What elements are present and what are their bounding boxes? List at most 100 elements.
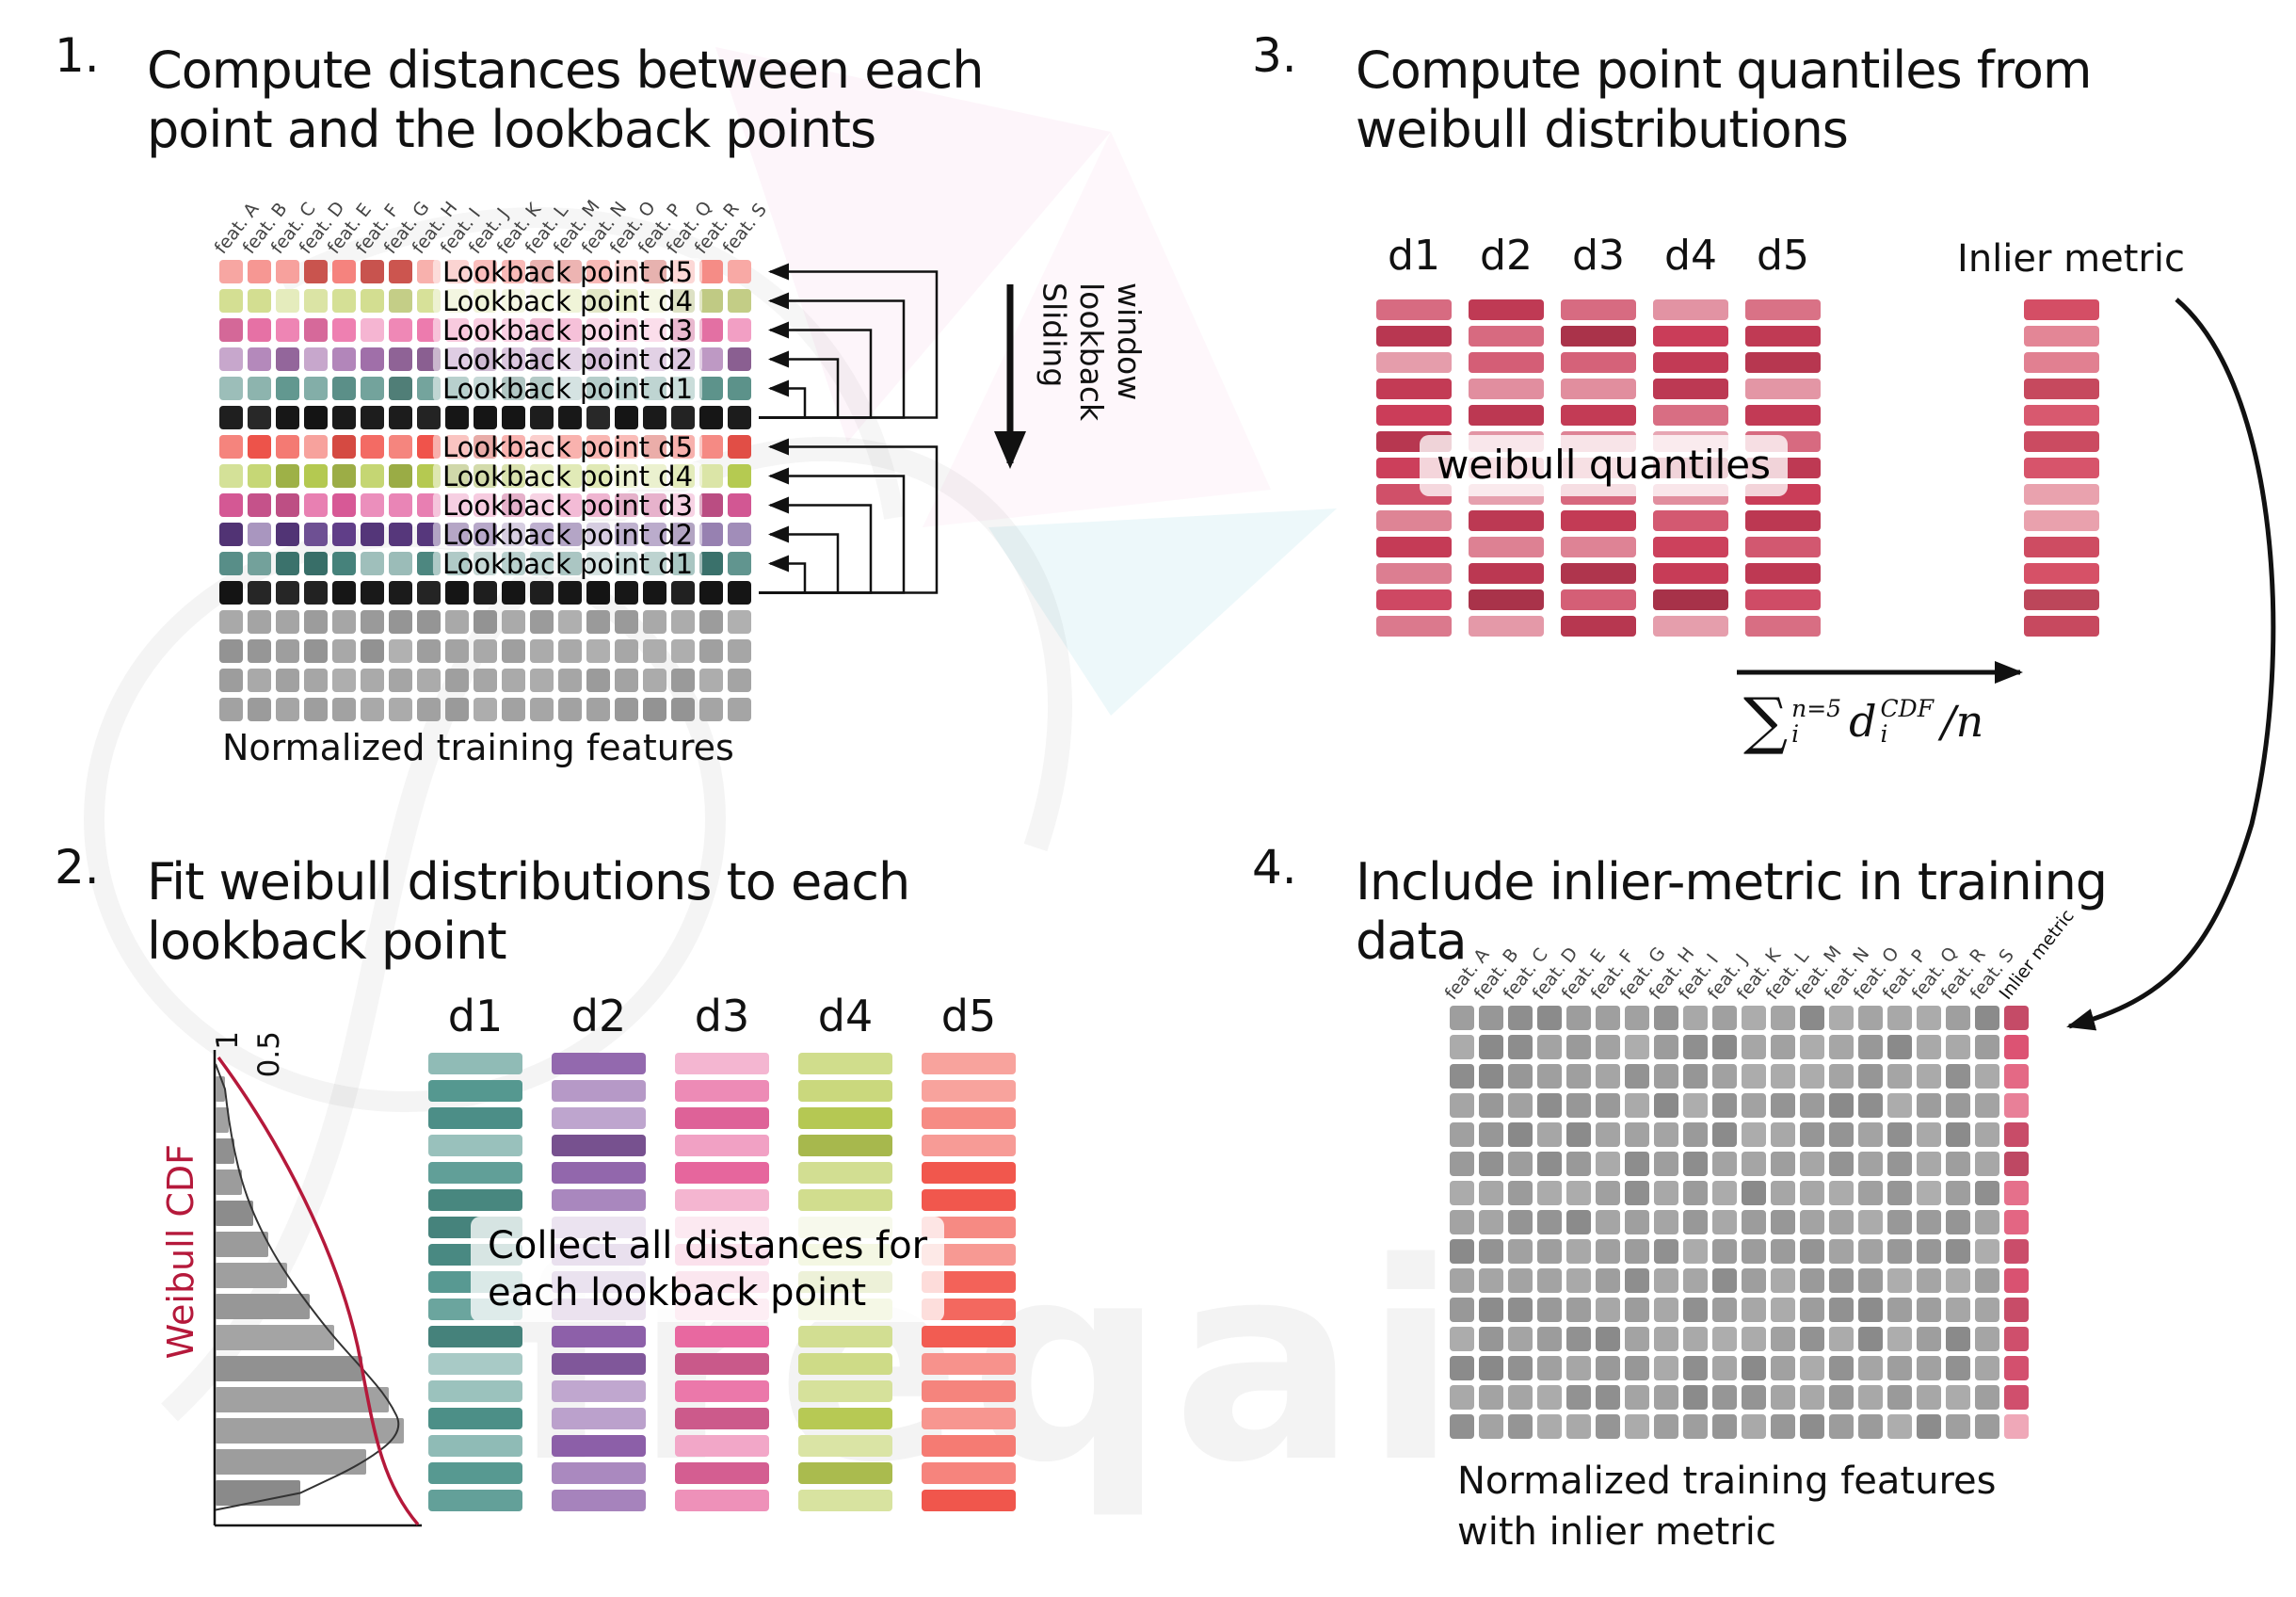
training-feature-cell [1625, 1122, 1649, 1147]
training-feature-cell [1975, 1298, 1999, 1322]
training-feature-cell [1537, 1210, 1562, 1234]
training-feature-cell [1858, 1210, 1883, 1234]
training-feature-cell [1946, 1064, 1970, 1089]
training-feature-cell [1800, 1181, 1824, 1205]
quantile-bar [1469, 379, 1544, 399]
inlier-metric-bar [2024, 299, 2099, 320]
unused-feature-cell [615, 669, 638, 692]
lookback-feature-cell [304, 523, 328, 546]
training-feature-cell [1742, 1327, 1766, 1351]
training-feature-cell [1742, 1298, 1766, 1322]
unused-feature-cell [530, 610, 554, 634]
training-feature-cell [1829, 1035, 1854, 1059]
distance-bar [675, 1353, 769, 1375]
unused-feature-cell [474, 698, 497, 721]
distance-bar [675, 1189, 769, 1211]
training-feature-cell [1712, 1093, 1737, 1118]
distance-bar [675, 1435, 769, 1457]
unused-feature-cell [361, 698, 384, 721]
training-feature-cell [1508, 1327, 1533, 1351]
training-feature-cell [1537, 1414, 1562, 1439]
distance-bar [798, 1162, 892, 1184]
training-feature-cell [1946, 1385, 1970, 1410]
training-feature-cell [1946, 1152, 1970, 1176]
training-feature-cell [1654, 1298, 1678, 1322]
training-feature-cell [1742, 1093, 1766, 1118]
training-feature-cell [1917, 1152, 1941, 1176]
quantile-bar [1653, 299, 1728, 320]
step-3-number: 3. [1252, 28, 1297, 83]
lookback-feature-cell [728, 260, 751, 283]
current-point-cell [219, 406, 243, 429]
distance-bar [675, 1326, 769, 1347]
training-feature-cell [1712, 1035, 1737, 1059]
training-feature-cell [1508, 1181, 1533, 1205]
unused-feature-cell [558, 669, 582, 692]
quantile-column-label-d5: d5 [1757, 232, 1809, 280]
training-feature-cell [1975, 1006, 1999, 1030]
inlier-metric-cell [2004, 1327, 2029, 1351]
training-feature-cell [1566, 1093, 1591, 1118]
distance-bar [922, 1435, 1016, 1457]
training-feature-cell [1625, 1385, 1649, 1410]
quantile-bar [1561, 379, 1636, 399]
training-feature-cell [1975, 1122, 1999, 1147]
training-feature-cell [1829, 1239, 1854, 1264]
distance-bar [922, 1271, 1016, 1293]
current-point-cell [530, 581, 554, 605]
lookback-feature-cell [332, 523, 356, 546]
unused-feature-cell [474, 610, 497, 634]
quantile-bar [1745, 589, 1821, 610]
training-feature-cell [1887, 1414, 1912, 1439]
lookback-feature-cell [276, 289, 299, 313]
training-feature-cell [1858, 1006, 1883, 1030]
quantile-bar [1745, 510, 1821, 531]
quantile-bar [1745, 352, 1821, 373]
lookback-feature-cell [699, 318, 723, 342]
distance-bar [922, 1244, 1016, 1266]
current-point-cell [389, 406, 412, 429]
training-feature-cell [1712, 1064, 1737, 1089]
sliding-label-line3: window [1110, 282, 1148, 401]
quantile-mean-formula: ∑ n=5 i d CDF i /n [1743, 690, 1983, 752]
training-feature-cell [1450, 1122, 1474, 1147]
training-feature-cell [1771, 1239, 1795, 1264]
training-feature-cell [1537, 1064, 1562, 1089]
inlier-metric-cell [2004, 1181, 2029, 1205]
lookback-feature-cell [304, 552, 328, 575]
distance-bar [922, 1462, 1016, 1484]
distance-bar [798, 1408, 892, 1429]
training-feature-cell [1712, 1006, 1737, 1030]
unused-feature-cell [671, 698, 695, 721]
training-feature-cell [1596, 1064, 1620, 1089]
lookback-feature-cell [389, 464, 412, 488]
quantile-bar [1376, 589, 1452, 610]
histogram-bar [216, 1387, 389, 1412]
unused-feature-cell [474, 669, 497, 692]
quantile-bar [1561, 537, 1636, 557]
quantile-bar [1376, 299, 1452, 320]
lookback-feature-cell [699, 435, 723, 459]
inlier-metric-bar [2024, 379, 2099, 399]
lookback-feature-cell [276, 347, 299, 371]
distance-bar [428, 1462, 522, 1484]
training-feature-cell [1771, 1414, 1795, 1439]
training-feature-cell [1800, 1298, 1824, 1322]
inlier-metric-cell [2004, 1268, 2029, 1293]
distance-bar [922, 1107, 1016, 1129]
training-feature-cell [1829, 1093, 1854, 1118]
training-feature-cell [1742, 1006, 1766, 1030]
training-feature-cell [1975, 1268, 1999, 1293]
current-point-cell [304, 406, 328, 429]
lookback-feature-cell [699, 493, 723, 517]
training-feature-cell [1450, 1093, 1474, 1118]
lookback-row-label: Lookback point d2 [432, 344, 703, 376]
unused-feature-cell [219, 698, 243, 721]
lookback-row-label: Lookback point d1 [432, 373, 703, 405]
inlier-metric-cell [2004, 1414, 2029, 1439]
training-feature-cell [1887, 1152, 1912, 1176]
training-feature-cell [1829, 1327, 1854, 1351]
distance-column-label-d4: d4 [817, 991, 874, 1041]
training-feature-cell [1508, 1093, 1533, 1118]
weibull-cdf-axis-label: Weibull CDF [160, 1144, 201, 1360]
